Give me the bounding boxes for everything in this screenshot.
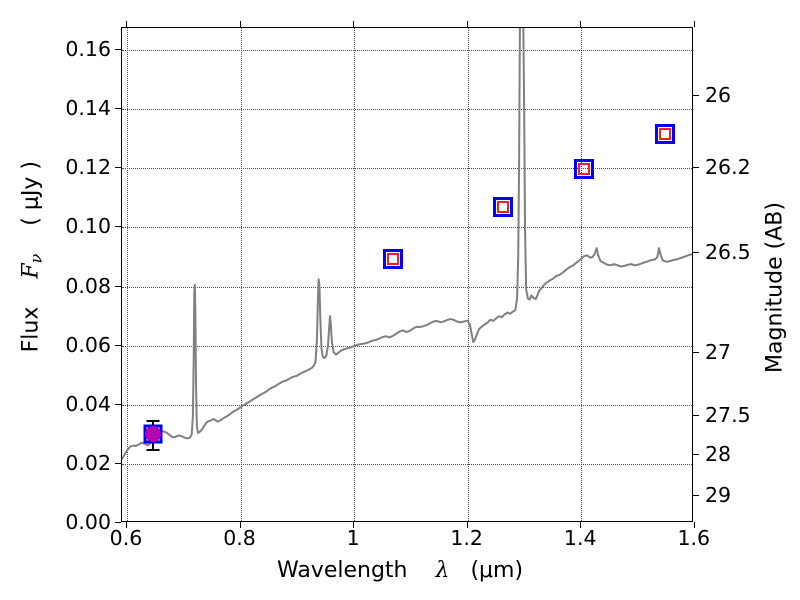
x-tick-label: 0.6 — [109, 526, 143, 550]
y-right-tick-label: 26.5 — [705, 240, 751, 265]
y-right-tick — [693, 495, 699, 497]
y-tick-label: 0.06 — [65, 332, 111, 357]
y-tick-label: 0.02 — [65, 450, 111, 475]
x-tick-label: 1.6 — [677, 526, 711, 550]
error-bar-cap — [146, 420, 160, 423]
y-tick — [115, 285, 121, 287]
error-bar-cap — [146, 448, 160, 451]
x-tick-label: 0.8 — [223, 526, 256, 550]
x-axis-label-text: Wavelength — [276, 558, 408, 583]
x-tick-label: 1.2 — [450, 526, 483, 550]
spectrum-curve — [122, 28, 692, 460]
y-right-tick-label: 26 — [705, 82, 732, 107]
x-tick-label: 1.4 — [563, 526, 597, 550]
y-axis-right-label: Magnitude (AB) — [762, 202, 788, 373]
y-axis-label-unit: ( μJy ) — [18, 161, 44, 226]
y-axis-label-subscript: ν — [26, 253, 46, 264]
photometry-marker-circle — [145, 426, 162, 443]
x-tick-top — [239, 21, 241, 27]
x-tick-top — [466, 21, 468, 27]
y-tick — [115, 522, 121, 523]
x-tick — [693, 522, 695, 528]
photometry-marker-outer — [383, 248, 404, 269]
y-tick — [115, 403, 121, 405]
x-tick-top — [353, 21, 355, 27]
x-tick — [466, 522, 468, 528]
y-axis-label-symbol: F — [18, 263, 44, 279]
y-right-tick — [693, 351, 699, 353]
plot-area — [121, 27, 693, 522]
x-axis-label-symbol: λ — [435, 558, 450, 583]
y-right-tick-label: 27.5 — [705, 402, 751, 427]
y-axis-label: Flux Fν ( μJy ) — [18, 7, 45, 507]
y-tick — [115, 49, 121, 51]
y-right-tick — [693, 454, 699, 456]
y-axis-label-text: Flux — [18, 306, 44, 353]
y-tick-label: 0.08 — [65, 273, 111, 298]
photometry-marker-inner — [496, 201, 509, 214]
x-tick-label: 1 — [346, 526, 360, 550]
photometry-marker-inner — [658, 127, 671, 140]
x-tick-top — [693, 21, 695, 27]
y-tick — [115, 344, 121, 346]
y-tick-label: 0.10 — [65, 214, 111, 239]
x-tick-top — [125, 21, 127, 27]
y-right-tick — [693, 166, 699, 168]
y-tick-label: 0.14 — [65, 96, 111, 121]
y-right-tick-label: 26.2 — [705, 154, 751, 179]
photometry-marker-outer — [492, 197, 513, 218]
x-tick — [580, 522, 582, 528]
y-tick — [115, 167, 121, 169]
y-right-tick-label: 28 — [705, 442, 732, 467]
y-tick — [115, 462, 121, 464]
x-tick — [239, 522, 241, 528]
photometry-marker-inner — [387, 252, 400, 265]
y-tick-label: 0.00 — [65, 509, 111, 534]
y-right-tick — [693, 94, 699, 96]
photometry-marker-inner — [577, 162, 590, 175]
x-tick-top — [580, 21, 582, 27]
y-tick-label: 0.12 — [65, 155, 111, 180]
y-tick-label: 0.16 — [65, 36, 111, 61]
y-tick — [115, 108, 121, 110]
photometry-marker-outer — [654, 123, 675, 144]
x-tick — [353, 522, 355, 528]
photometry-marker-outer — [573, 158, 594, 179]
y-tick — [115, 226, 121, 228]
y-right-tick-label: 27 — [705, 339, 732, 364]
x-axis-label: Wavelength λ (μm) — [0, 558, 800, 583]
x-axis-label-unit: (μm) — [470, 558, 524, 583]
x-tick — [125, 522, 127, 528]
y-tick-label: 0.04 — [65, 391, 111, 416]
y-right-tick-label: 29 — [705, 482, 732, 507]
y-right-tick — [693, 252, 699, 254]
y-right-tick — [693, 414, 699, 416]
